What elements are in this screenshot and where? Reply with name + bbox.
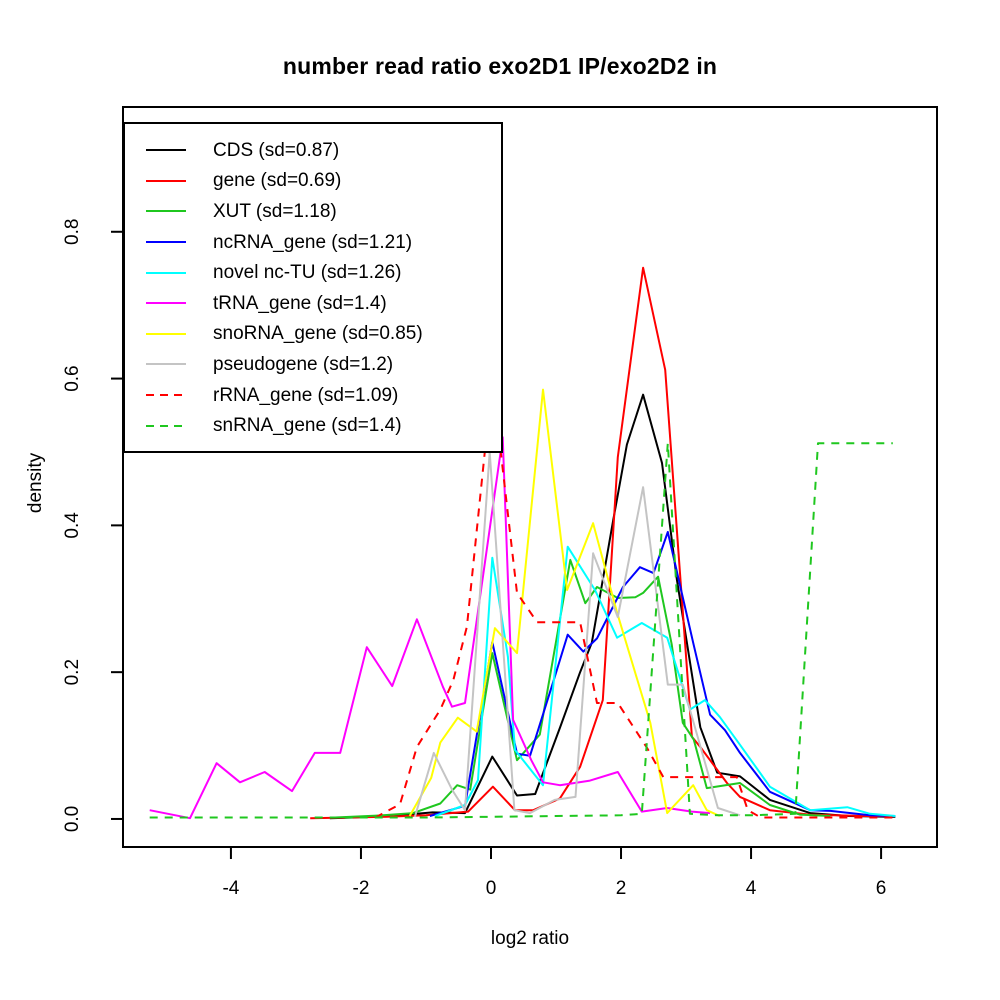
legend-item-pseudogene: pseudogene (sd=1.2) (125, 349, 501, 380)
legend-line-sample-icon (146, 149, 186, 152)
x-tick-label: 4 (746, 878, 757, 899)
curve-snRNA_gene (149, 442, 893, 819)
legend-label: snRNA_gene (sd=1.4) (213, 415, 402, 437)
curve-pseudogene (413, 451, 741, 818)
legend-item-CDS: CDS (sd=0.87) (125, 135, 501, 166)
legend-item-ncRNA_gene: ncRNA_gene (sd=1.21) (125, 227, 501, 258)
curves-layer (149, 266, 896, 820)
legend-item-snoRNA_gene: snoRNA_gene (sd=0.85) (125, 319, 501, 350)
y-axis-label: density (25, 452, 46, 514)
legend-line-sample-icon (146, 210, 186, 213)
legend-label: snoRNA_gene (sd=0.85) (213, 323, 423, 345)
curve-snoRNA_gene (408, 388, 721, 817)
legend-label: ncRNA_gene (sd=1.21) (213, 231, 413, 253)
y-tick-label: 0.0 (62, 806, 83, 832)
legend-line-sample-icon (146, 241, 186, 244)
legend-label: tRNA_gene (sd=1.4) (213, 292, 387, 314)
curve-gene (310, 266, 896, 820)
legend-line-sample-icon (146, 271, 186, 274)
chart-title: number read ratio exo2D1 IP/exo2D2 in (282, 53, 718, 79)
legend-item-XUT: XUT (sd=1.18) (125, 196, 501, 227)
legend-item-gene: gene (sd=0.69) (125, 166, 501, 197)
y-tick-label: 0.2 (62, 659, 83, 685)
curve-ncRNA_gene (429, 531, 896, 817)
x-axis-label: log2 ratio (490, 928, 570, 949)
legend-box: CDS (sd=0.87) gene (sd=0.69) XUT (sd=1.18)… (123, 122, 503, 453)
legend-line-sample-icon (146, 332, 186, 335)
x-tick-label: 2 (616, 878, 627, 899)
curve-tRNA_gene (149, 436, 711, 820)
legend-line-sample-icon (146, 179, 186, 182)
curve-CDS (329, 393, 896, 820)
legend-line-sample-icon (146, 424, 186, 427)
legend-label: gene (sd=0.69) (213, 170, 342, 192)
x-tick-label: -4 (222, 878, 239, 899)
y-tick-label: 0.8 (62, 219, 83, 245)
legend-label: novel nc-TU (sd=1.26) (213, 262, 402, 284)
y-tick-label: 0.6 (62, 365, 83, 391)
legend-item-snRNA_gene: snRNA_gene (sd=1.4) (125, 410, 501, 441)
x-tick-label: 6 (876, 878, 887, 899)
legend-label: CDS (sd=0.87) (213, 139, 340, 161)
axes-layer: -4 -2 0 2 4 6 0.0 0.2 0.4 0.6 0.8 (62, 106, 938, 899)
legend-line-sample-icon (146, 302, 186, 305)
legend-label: XUT (sd=1.18) (213, 200, 337, 222)
x-tick-label: -2 (353, 878, 370, 899)
curve-rRNA_gene (374, 377, 896, 819)
x-tick-label: 0 (486, 878, 497, 899)
legend-item-tRNA_gene: tRNA_gene (sd=1.4) (125, 288, 501, 319)
legend-label: pseudogene (sd=1.2) (213, 353, 394, 375)
plot-frame (122, 106, 938, 848)
y-tick-label: 0.4 (62, 512, 83, 539)
legend-label: rRNA_gene (sd=1.09) (213, 384, 399, 406)
legend-line-sample-icon (146, 394, 186, 397)
legend-item-rRNA_gene: rRNA_gene (sd=1.09) (125, 380, 501, 411)
legend-line-sample-icon (146, 363, 186, 366)
legend-item-novel-nc-TU: novel nc-TU (sd=1.26) (125, 257, 501, 288)
